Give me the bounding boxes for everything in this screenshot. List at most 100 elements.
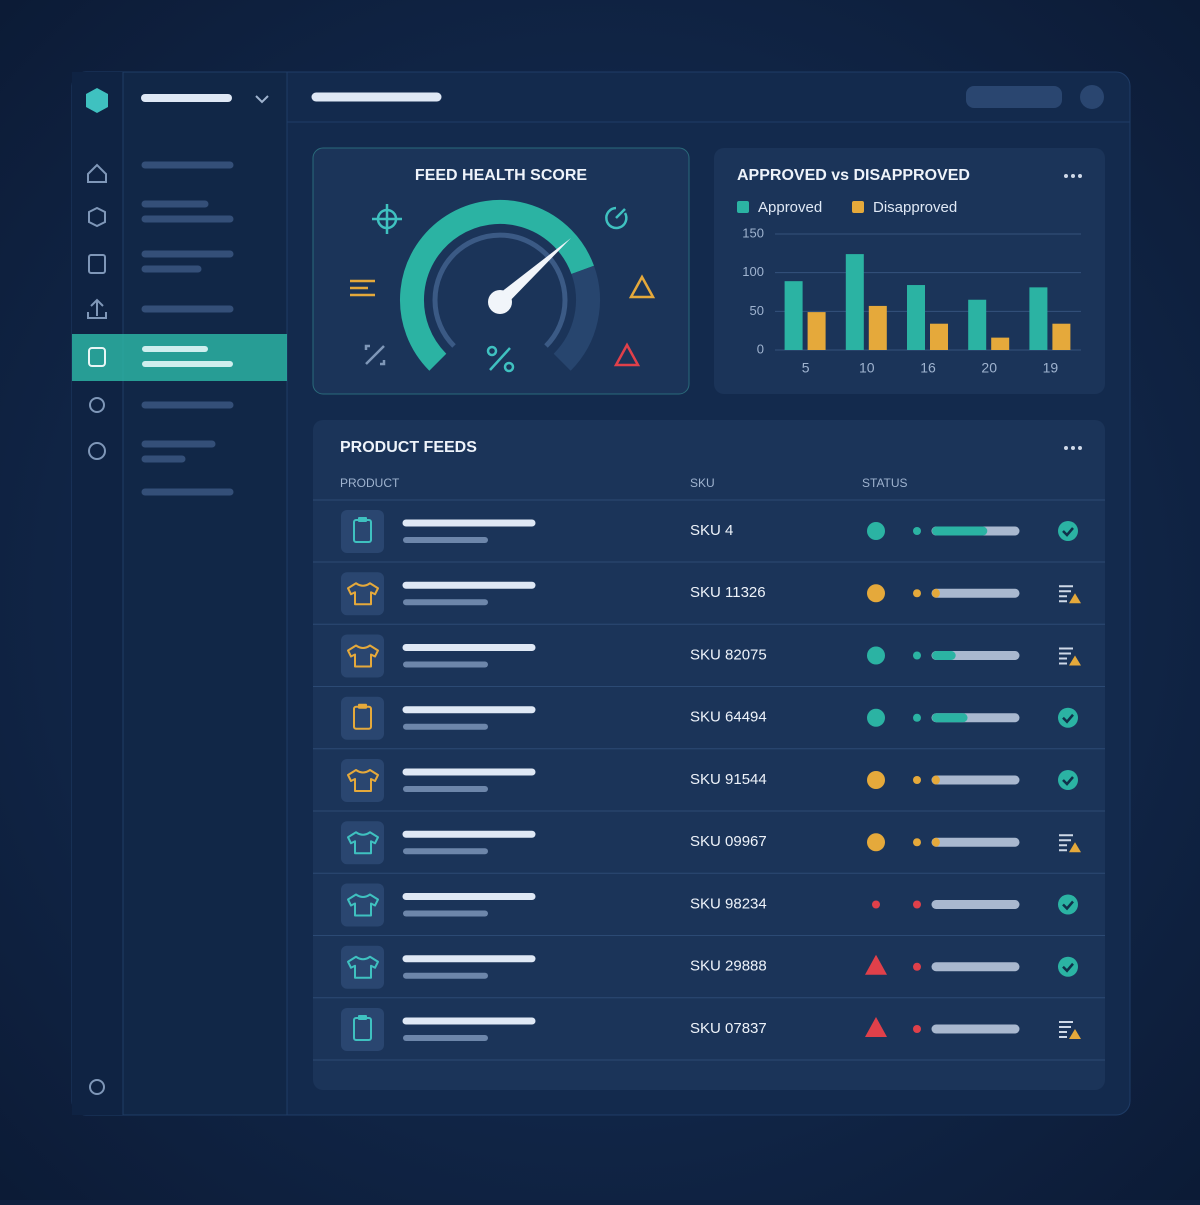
footer-settings-icon[interactable] [89,1079,105,1095]
legend-swatch [852,201,864,213]
x-tick-label: 20 [981,360,997,376]
status-dot [872,900,880,909]
review-flag [1069,1029,1081,1039]
feed-row[interactable]: SKU 11326 [313,572,1105,625]
feeds-menu[interactable] [1064,446,1082,450]
expand-icon [364,344,386,366]
column-header: SKU [690,476,715,490]
nav-items [141,161,234,496]
check-icon[interactable] [88,442,106,460]
review-flag [1069,655,1081,666]
legend-label: Approved [758,199,822,216]
x-tick-label: 5 [802,360,810,376]
review-flag [1069,593,1081,604]
approved-icon [1058,956,1078,977]
sku: SKU 82075 [690,646,767,663]
refresh-icon [605,206,628,230]
avatar[interactable] [1080,85,1104,109]
feed-row[interactable]: SKU 29888 [313,945,1105,999]
progress-fill [932,775,940,785]
bar [930,323,948,350]
x-tick-label: 19 [1043,360,1059,376]
legend-swatch [737,201,749,213]
feed-row[interactable]: SKU 09967 [313,821,1105,874]
progress-dot [913,1025,921,1033]
health-title: FEED HEALTH SCORE [415,167,587,184]
target-cross [372,204,402,234]
approved-tick [1062,713,1074,724]
review-icon [1059,647,1073,665]
product-icon-box [341,572,384,616]
upload-icon[interactable] [87,298,107,319]
progress-fill [932,526,988,536]
shirt-icon [347,644,379,668]
gauge-hub [488,290,512,314]
product-icon-box [341,883,384,927]
approved-icon [1058,894,1078,915]
sku: SKU 09967 [690,833,767,850]
approved-icon [1058,521,1078,541]
approved-icon [1058,770,1078,790]
product-icon-box [341,821,384,865]
dropdown-chevron[interactable] [255,95,269,104]
sku: SKU 07837 [690,1020,767,1037]
feeds-icon[interactable] [88,347,106,367]
progress-dot [913,838,921,847]
chart-title: APPROVED vs DISAPPROVED [737,167,970,184]
warning-icon [628,274,656,299]
feed-row[interactable]: SKU 07837 [313,1008,1105,1061]
feed-row[interactable]: SKU 91544 [313,759,1105,812]
clipboard-clip [358,517,367,522]
feed-row[interactable]: SKU 4 [313,510,1105,563]
sku: SKU 11326 [690,584,766,601]
feeds-title: PRODUCT FEEDS [340,439,477,456]
approved-tick [1062,776,1074,786]
percent-dot [486,345,498,357]
y-tick-label: 150 [742,225,764,240]
progress-dot [913,962,921,971]
chart-menu[interactable] [1064,174,1082,178]
clipboard-clip [358,1015,367,1020]
y-tick-label: 50 [750,303,764,318]
column-header: PRODUCT [340,476,400,490]
status-dot [867,771,885,789]
feed-row[interactable]: SKU 82075 [313,634,1105,687]
feed-row[interactable]: SKU 64494 [313,696,1105,750]
shirt-icon [347,955,379,979]
sku: SKU 64494 [690,709,767,726]
progress-fill [932,651,956,660]
doc-icon[interactable] [88,254,106,274]
y-tick-label: 0 [757,341,764,356]
column-header: STATUS [862,476,908,490]
home-icon[interactable] [87,163,107,183]
percent-dot [503,361,515,373]
rail-icons [87,163,107,1095]
progress-dot [913,589,921,598]
review-icon [1059,585,1073,603]
search-box[interactable] [966,86,1062,108]
status-dot [867,833,885,852]
active-nav-item[interactable] [72,334,287,381]
approved-tick [1062,962,1074,973]
settings-icon[interactable] [89,397,105,413]
product-icon-box [341,945,384,989]
clipboard-clip [358,703,367,709]
bar [991,337,1010,350]
progress-dot [913,527,921,535]
box-icon[interactable] [88,206,106,228]
status-alert [865,954,887,975]
x-tick-label: 10 [859,360,875,376]
feed-row[interactable]: SKU 98234 [313,883,1105,936]
status-dot [867,584,885,603]
nav-panel [122,71,288,1116]
gauge-inner-arc [432,232,568,348]
product-icon-box [341,696,384,740]
approved-icon [1058,707,1078,728]
product-icon-box [341,759,384,802]
percent-slash [489,347,511,371]
status-dot [867,522,885,540]
shirt-icon [347,831,379,855]
status-dot [867,646,885,665]
progress-dot [913,776,921,784]
gauge-needle [496,238,571,306]
